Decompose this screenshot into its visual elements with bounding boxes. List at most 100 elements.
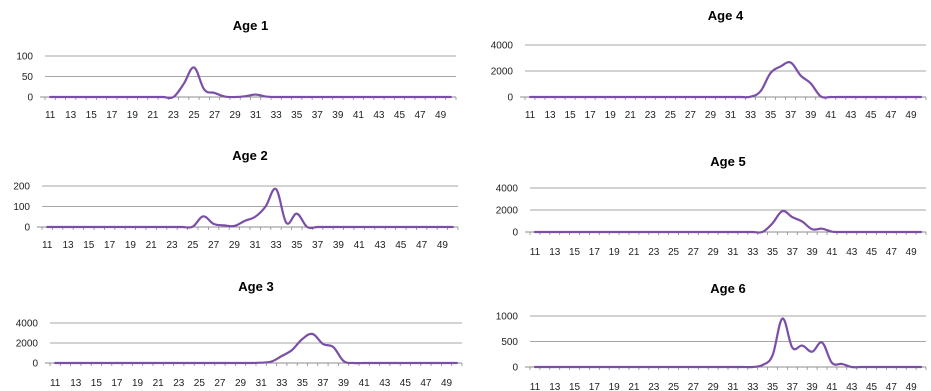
chart-age-3-svg: Age 3 0 2000 4000 11 13 15 17 19 21 23 25 27 29 31 33 35… xyxy=(16,279,463,389)
x-tick-label: 23 xyxy=(173,378,185,389)
y-tick-label: 0 xyxy=(512,228,518,239)
x-tick-label: 21 xyxy=(628,247,640,258)
x-tick-label: 25 xyxy=(668,382,680,391)
x-tick-label: 15 xyxy=(83,240,95,251)
x-tick-label: 17 xyxy=(585,110,597,121)
x-tick-label: 31 xyxy=(725,110,737,121)
x-tick-label: 15 xyxy=(565,110,577,121)
x-tick-label: 13 xyxy=(65,110,77,121)
chart-title: Age 1 xyxy=(233,18,268,33)
x-tick-label: 47 xyxy=(885,110,897,121)
x-tick-label: 33 xyxy=(271,110,283,121)
x-tick-label: 15 xyxy=(91,378,103,389)
chart-age-6: Age 6 0 500 1000 11 13 15 17 19 21 23 25 27 29 31 33 35 3… xyxy=(470,261,931,391)
x-tick-label: 11 xyxy=(50,378,61,389)
x-tick-label: 15 xyxy=(569,247,581,258)
x-tick-label: 35 xyxy=(765,110,777,121)
x-tick-label: 43 xyxy=(846,382,858,391)
x-tick-label: 29 xyxy=(230,110,242,121)
x-tick-label: 45 xyxy=(866,247,878,258)
x-tick-label: 17 xyxy=(104,240,116,251)
y-tick-label: 4000 xyxy=(491,41,514,52)
x-tick-label: 45 xyxy=(400,378,412,389)
x-tick-label: 47 xyxy=(886,247,898,258)
chart-title: Age 6 xyxy=(710,281,745,296)
chart-title: Age 4 xyxy=(708,8,744,23)
x-tick-label: 21 xyxy=(146,240,158,251)
x-tick-label: 41 xyxy=(826,382,838,391)
x-tick-label: 19 xyxy=(609,382,621,391)
x-tick-label: 29 xyxy=(708,382,720,391)
x-tick-label: 11 xyxy=(530,247,541,258)
x-tick-label: 49 xyxy=(906,247,918,258)
x-tick-label: 39 xyxy=(805,110,817,121)
x-tick-label: 41 xyxy=(354,240,366,251)
x-tick-label: 33 xyxy=(745,110,757,121)
x-tick-label: 23 xyxy=(166,240,178,251)
x-tick-label: 27 xyxy=(688,247,700,258)
x-tick-label: 15 xyxy=(86,110,98,121)
x-tick-label: 19 xyxy=(605,110,617,121)
x-tick-label: 37 xyxy=(785,110,797,121)
x-tick-label: 21 xyxy=(147,110,159,121)
x-tick-label: 49 xyxy=(906,382,918,391)
x-tick-label: 23 xyxy=(168,110,180,121)
y-tick-label: 0 xyxy=(32,359,38,370)
x-tick-label: 35 xyxy=(297,378,309,389)
x-tick-label: 43 xyxy=(845,110,857,121)
x-tick-label: 41 xyxy=(359,378,371,389)
x-tick-label: 45 xyxy=(395,240,407,251)
chart-title: Age 5 xyxy=(710,154,745,169)
x-tick-label: 43 xyxy=(373,110,385,121)
x-tick-label: 41 xyxy=(826,247,838,258)
chart-age-1-svg: Age 1 0 50 100 11 13 15 17 19 21 23 25 27 29 31 33 35 37 3… xyxy=(16,18,457,121)
x-tick-label: 13 xyxy=(70,378,82,389)
x-tick-label: 37 xyxy=(787,382,799,391)
y-tick-label: 4000 xyxy=(496,184,519,195)
x-tick-label: 43 xyxy=(846,247,858,258)
chart-title: Age 2 xyxy=(232,148,267,163)
chart-age-5: Age 5 0 2000 4000 11 13 15 17 19 21 23 25 27 29 31 33 35… xyxy=(470,130,931,260)
x-tick-label: 41 xyxy=(353,110,365,121)
x-tick-label: 37 xyxy=(317,378,329,389)
chart-age-2: Age 2 0 100 200 11 13 15 17 19 21 23 25 27 29 31 33 35 37… xyxy=(0,130,462,260)
x-tick-label: 25 xyxy=(665,110,677,121)
x-tick-label: 31 xyxy=(250,110,262,121)
series-line xyxy=(528,61,923,99)
chart-age-6-svg: Age 6 0 500 1000 11 13 15 17 19 21 23 25 27 29 31 33 35 3… xyxy=(496,281,927,391)
x-tick-label: 17 xyxy=(589,247,601,258)
y-tick-label: 500 xyxy=(501,337,518,348)
chart-age-4: Age 4 0 2000 4000 11 13 15 17 19 21 23 25 27 29 31 33 35… xyxy=(470,0,931,130)
x-tick-label: 19 xyxy=(125,240,137,251)
x-tick-label: 11 xyxy=(45,110,56,121)
x-tick-label: 39 xyxy=(333,240,345,251)
x-tick-label: 13 xyxy=(545,110,557,121)
chart-age-1: Age 1 0 50 100 11 13 15 17 19 21 23 25 27 29 31 33 35 37 3… xyxy=(0,0,462,130)
chart-age-5-svg: Age 5 0 2000 4000 11 13 15 17 19 21 23 25 27 29 31 33 35… xyxy=(496,154,927,258)
x-tick-label: 31 xyxy=(256,378,268,389)
y-tick-label: 2000 xyxy=(16,339,39,350)
x-tick-label: 49 xyxy=(435,110,447,121)
x-tick-label: 47 xyxy=(414,110,426,121)
x-tick-label: 31 xyxy=(727,247,739,258)
x-tick-label: 29 xyxy=(229,240,241,251)
x-tick-label: 33 xyxy=(270,240,282,251)
series-line xyxy=(533,209,923,234)
x-tick-label: 27 xyxy=(208,240,220,251)
x-tick-label: 27 xyxy=(688,382,700,391)
x-tick-label: 13 xyxy=(62,240,74,251)
x-tick-label: 29 xyxy=(235,378,247,389)
y-tick-label: 2000 xyxy=(496,206,519,217)
x-tick-label: 45 xyxy=(865,110,877,121)
series-line xyxy=(54,332,458,365)
series-line xyxy=(46,187,454,230)
x-tick-label: 23 xyxy=(648,247,660,258)
x-tick-label: 49 xyxy=(441,378,453,389)
chart-title: Age 3 xyxy=(238,279,273,294)
x-tick-label: 11 xyxy=(525,110,536,121)
x-tick-label: 35 xyxy=(767,382,779,391)
x-tick-label: 25 xyxy=(187,240,199,251)
x-tick-label: 33 xyxy=(276,378,288,389)
y-tick-label: 50 xyxy=(22,72,34,83)
x-tick-label: 47 xyxy=(420,378,432,389)
